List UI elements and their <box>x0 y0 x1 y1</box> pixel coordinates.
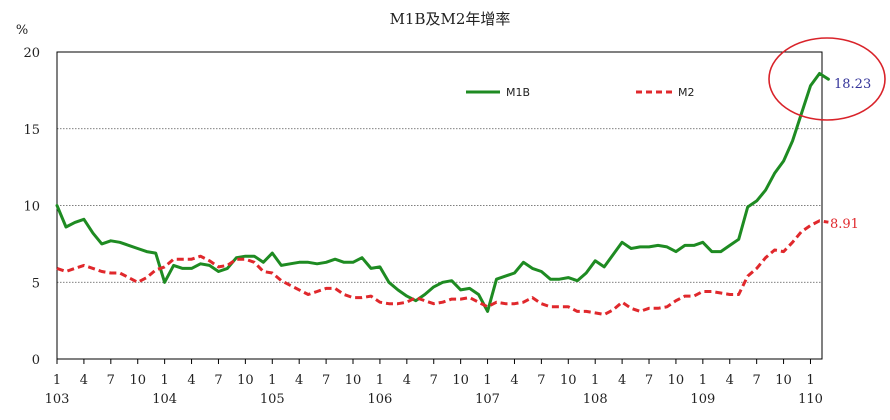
x-tick-label-year: 107 <box>475 392 500 407</box>
series-lines <box>55 72 830 316</box>
x-tick-label-month: 7 <box>214 373 222 388</box>
x-tick-label-month: 4 <box>295 373 303 388</box>
chart-title: M1B及M2年增率 <box>390 10 511 28</box>
x-tick-label-month: 4 <box>726 373 734 388</box>
x-tick-label-month: 4 <box>187 373 195 388</box>
y-axis-unit-label: % <box>16 23 28 38</box>
x-tick-label-month: 7 <box>430 373 438 388</box>
x-tick-label-year: 104 <box>152 392 177 407</box>
end-value-label-m2: 8.91 <box>830 217 859 232</box>
x-tick-label-month: 10 <box>345 373 362 388</box>
x-tick-label-month: 1 <box>591 373 599 388</box>
x-tick-label-month: 4 <box>510 373 518 388</box>
series-line-m1b <box>55 72 830 313</box>
y-tick-label: 20 <box>23 46 40 61</box>
x-tick-label-month: 7 <box>322 373 330 388</box>
x-axis-ticks: 1 4 7 10 1 4 7 10 1 4 7 10 1 4 7 10 1 4 7 10 1 4 7 10 1 4 7 10 1 103 1… <box>45 359 823 407</box>
gridlines <box>57 128 822 283</box>
legend: M1B M2 <box>466 86 695 99</box>
legend-label-m1b: M1B <box>506 86 530 99</box>
y-tick-label: 5 <box>32 276 40 291</box>
x-tick-label-month: 7 <box>753 373 761 388</box>
y-tick-label: 0 <box>32 353 40 368</box>
x-tick-label-month: 1 <box>376 373 384 388</box>
x-tick-label-year: 109 <box>690 392 715 407</box>
x-tick-label-month: 7 <box>645 373 653 388</box>
x-tick-label-month: 1 <box>699 373 707 388</box>
x-tick-label-year: 110 <box>798 392 823 407</box>
y-axis-ticks: 0 5 10 15 20 <box>23 46 40 368</box>
highlight-circle-annotation <box>768 37 886 121</box>
x-tick-label-year: 103 <box>45 392 70 407</box>
x-tick-label-month: 1 <box>53 373 61 388</box>
x-tick-label-month: 10 <box>237 373 254 388</box>
legend-label-m2: M2 <box>678 86 695 99</box>
end-value-label-m1b: 18.23 <box>834 77 871 92</box>
x-tick-label-month: 4 <box>618 373 626 388</box>
x-tick-label-month: 10 <box>775 373 792 388</box>
x-tick-label-month: 1 <box>806 373 814 388</box>
x-tick-label-month: 7 <box>537 373 545 388</box>
x-tick-label-month: 10 <box>560 373 577 388</box>
x-tick-label-month: 4 <box>80 373 88 388</box>
x-tick-label-month: 4 <box>403 373 411 388</box>
x-tick-label-month: 7 <box>107 373 115 388</box>
x-tick-label-year: 108 <box>583 392 608 407</box>
x-tick-label-year: 106 <box>368 392 393 407</box>
x-tick-label-month: 1 <box>483 373 491 388</box>
x-tick-label-month: 10 <box>452 373 469 388</box>
x-tick-label-year: 105 <box>260 392 285 407</box>
x-tick-label-month: 1 <box>268 373 276 388</box>
series-line-m2 <box>56 219 829 316</box>
y-tick-label: 15 <box>23 123 40 138</box>
x-tick-label-month: 10 <box>129 373 146 388</box>
y-tick-label: 10 <box>23 200 40 215</box>
x-tick-label-month: 1 <box>160 373 168 388</box>
x-tick-label-month: 10 <box>668 373 685 388</box>
